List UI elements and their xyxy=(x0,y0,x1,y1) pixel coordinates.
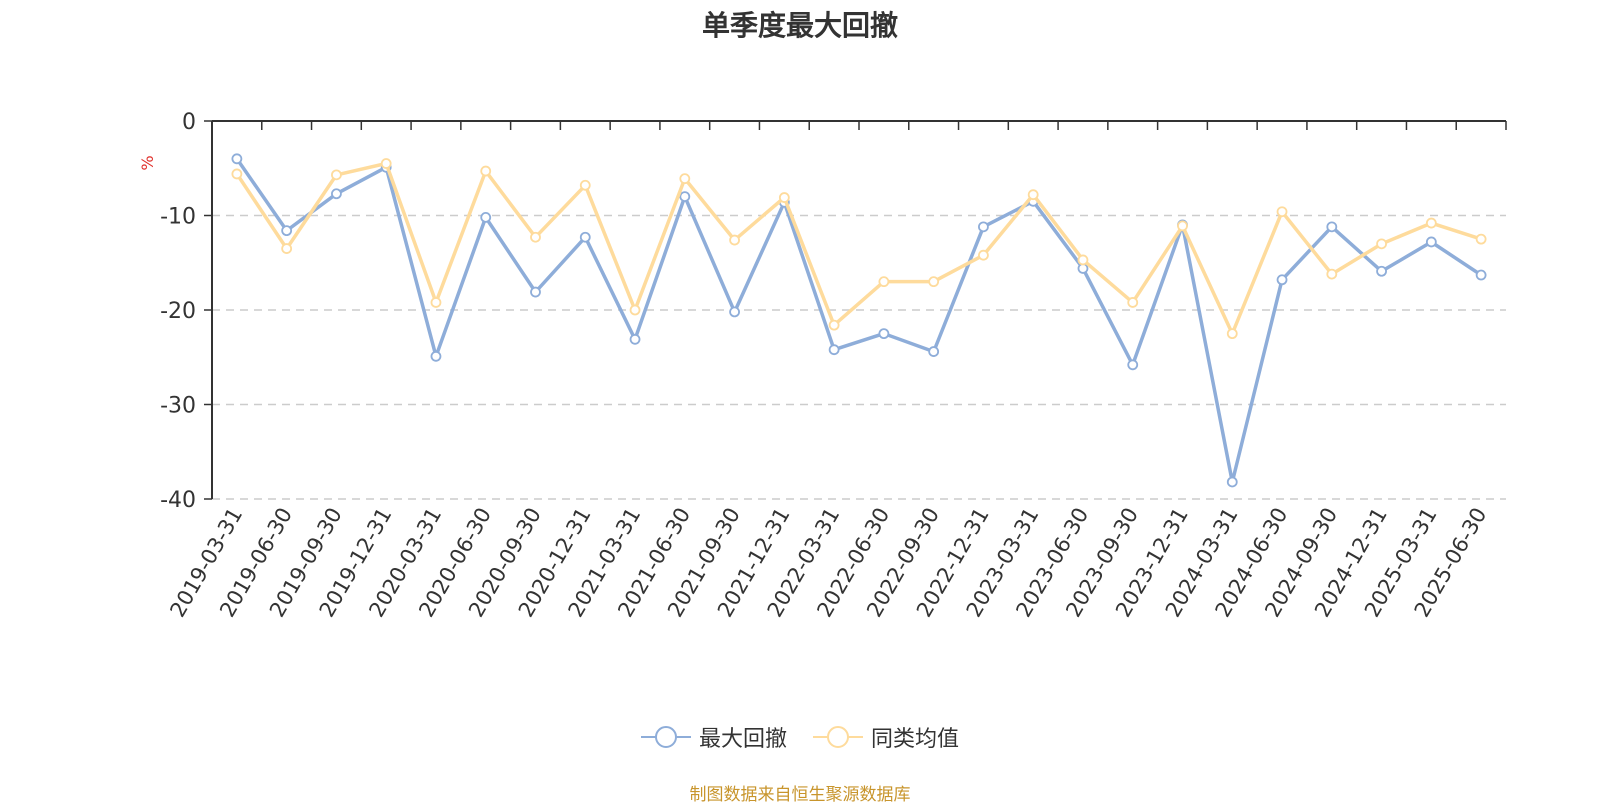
axes: 0-10-20-30-402019-03-312019-06-302019-09… xyxy=(160,110,1507,621)
data-point[interactable] xyxy=(579,231,591,243)
data-point[interactable] xyxy=(878,276,890,288)
chart-title: 单季度最大回撤 xyxy=(701,9,898,42)
data-point[interactable] xyxy=(530,231,541,243)
data-point[interactable] xyxy=(1326,221,1338,233)
data-point[interactable] xyxy=(828,319,840,331)
data-point[interactable] xyxy=(380,158,392,169)
data-point[interactable] xyxy=(1077,254,1089,266)
data-point[interactable] xyxy=(1127,297,1139,308)
series-line xyxy=(235,157,1483,484)
y-tick-label: -10 xyxy=(160,205,196,230)
data-point[interactable] xyxy=(679,191,691,203)
legend-marker-peer-average xyxy=(813,726,863,748)
data-point[interactable] xyxy=(1127,359,1139,371)
source-note: 制图数据来自恒生聚源数据库 xyxy=(689,785,911,805)
data-point[interactable] xyxy=(778,192,790,203)
data-point[interactable] xyxy=(928,346,940,357)
data-point[interactable] xyxy=(430,350,442,362)
data-point[interactable] xyxy=(1326,268,1338,280)
data-point[interactable] xyxy=(1027,189,1039,201)
series-2 xyxy=(231,158,1487,340)
legend-label-max-drawdown: 最大回撤 xyxy=(698,727,787,752)
data-point[interactable] xyxy=(331,188,342,200)
data-point[interactable] xyxy=(281,225,293,237)
data-point[interactable] xyxy=(1425,217,1437,229)
data-point[interactable] xyxy=(1276,206,1288,218)
series-line xyxy=(235,161,1482,336)
data-point[interactable] xyxy=(1276,274,1288,286)
data-point[interactable] xyxy=(530,286,541,298)
data-point[interactable] xyxy=(978,221,989,233)
gridlines xyxy=(212,214,1506,500)
legend-marker-max-drawdown xyxy=(640,726,691,748)
data-point[interactable] xyxy=(430,297,442,308)
data-point[interactable] xyxy=(331,169,342,181)
y-tick-label: 0 xyxy=(182,110,196,135)
data-point[interactable] xyxy=(480,211,492,223)
data-point[interactable] xyxy=(679,173,691,185)
data-point[interactable] xyxy=(1177,220,1188,232)
y-tick-label: -20 xyxy=(160,299,196,324)
data-point[interactable] xyxy=(629,304,641,316)
data-point[interactable] xyxy=(629,333,641,345)
legend-item-max-drawdown[interactable]: 最大回撤 xyxy=(640,721,787,753)
data-point[interactable] xyxy=(1425,236,1437,248)
data-point[interactable] xyxy=(928,276,940,288)
y-tick-label: -30 xyxy=(160,394,196,419)
data-point[interactable] xyxy=(579,179,591,191)
data-point[interactable] xyxy=(729,306,740,318)
series-1 xyxy=(231,153,1487,488)
data-point[interactable] xyxy=(1226,476,1238,488)
data-point[interactable] xyxy=(878,328,890,340)
data-point[interactable] xyxy=(1376,238,1387,250)
legend: 最大回撤 同类均值 xyxy=(0,722,1600,752)
data-point[interactable] xyxy=(281,243,293,254)
data-point[interactable] xyxy=(1376,265,1387,277)
data-point[interactable] xyxy=(828,344,840,356)
data-point[interactable] xyxy=(231,168,243,180)
data-point[interactable] xyxy=(1475,269,1487,281)
data-point[interactable] xyxy=(729,234,740,246)
y-axis-unit-label: % xyxy=(138,155,157,170)
data-point[interactable] xyxy=(231,153,243,165)
legend-label-peer-average: 同类均值 xyxy=(871,727,960,752)
data-point[interactable] xyxy=(1226,328,1238,340)
data-point[interactable] xyxy=(480,165,492,177)
data-point[interactable] xyxy=(1475,233,1487,245)
y-tick-label: -40 xyxy=(160,488,196,513)
series-lines xyxy=(231,153,1487,488)
data-point[interactable] xyxy=(978,249,989,261)
legend-item-peer-average[interactable]: 同类均值 xyxy=(813,721,959,753)
